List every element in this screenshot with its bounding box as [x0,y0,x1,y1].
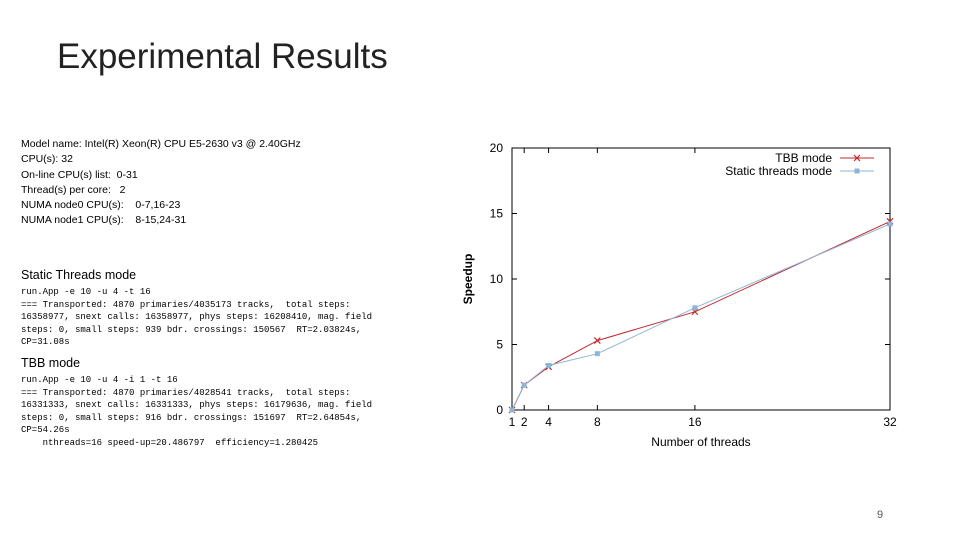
output-line: run.App -e 10 -u 4 -i 1 -t 16 [21,375,178,385]
output-line: run.App -e 10 -u 4 -t 16 [21,287,151,297]
series-static-threads-mode [509,221,893,413]
output-line: CP=31.08s [21,337,70,348]
x-tick-label: 2 [521,415,528,429]
static-mode-heading: Static Threads mode [21,268,137,282]
data-point-square-marker [594,351,600,357]
data-point-x-marker [853,154,861,162]
plot-frame [511,147,891,411]
spec-line: NUMA node1 CPU(s): 8-15,24-31 [21,214,187,227]
y-tick-label: 5 [496,338,503,352]
speedup-chart: 0 5 10 15 20 1 2 4 8 16 32 Number of threads Speedup… [461,141,897,449]
output-line: steps: 0, small steps: 916 bdr. crossing… [21,412,362,423]
y-tick-label: 10 [490,272,504,286]
data-point-square-marker [546,362,552,368]
x-tick-label: 32 [883,415,897,429]
cpu-specs: Model name: Intel(R) Xeon(R) CPU E5-2630… [21,137,301,229]
data-point-square-marker [854,168,860,174]
x-tick-label: 16 [688,415,702,429]
output-line: nthreads=16 speed-up=20.486797 efficienc… [21,437,319,448]
series-line [511,223,891,411]
output-line: steps: 0, small steps: 939 bdr. crossing… [21,324,362,335]
y-tick-label: 20 [490,141,504,155]
y-tick-label: 15 [490,207,504,221]
output-line: 16331333, snext calls: 16331333, phys st… [21,400,373,411]
tbb-mode-heading: TBB mode [21,356,81,370]
output-line: 16358977, snext calls: 16358977, phys st… [21,312,373,323]
slide-title: Experimental Results [57,37,388,76]
marker-stroke [853,154,861,162]
data-point-square-marker [692,305,698,311]
output-line: === Transported: 4870 primaries/4028541 … [21,387,351,398]
tbb-mode-output: run.App -e 10 -u 4 -i 1 -t 16 === Transp… [21,374,372,450]
marker-stroke [593,337,601,344]
x-axis-label: Number of threads [651,435,750,449]
series-line [511,220,891,411]
y-tick-label: 0 [496,403,503,417]
y-axis-label: Speedup [461,254,475,305]
spec-line: NUMA node0 CPU(s): 0-7,16-23 [21,199,181,212]
x-tick-label: 8 [594,415,601,429]
output-line: CP=54.26s [21,425,70,436]
legend-label: TBB mode [775,151,832,165]
spec-line: CPU(s): 32 [21,153,73,166]
spec-line: On-line CPU(s) list: 0-31 [21,168,138,181]
spec-line: Model name: Intel(R) Xeon(R) CPU E5-2630… [21,138,301,150]
page-number: 9 [877,509,884,521]
data-point-square-marker [887,221,893,227]
x-tick-label: 1 [509,415,516,429]
legend-label: Static threads mode [725,164,832,178]
data-point-square-marker [509,407,515,413]
static-mode-output: run.App -e 10 -u 4 -t 16 === Transported… [21,286,372,349]
data-point-x-marker [593,337,601,344]
data-point-square-marker [521,382,527,388]
spec-line: Thread(s) per core: 2 [21,183,126,196]
output-line: === Transported: 4870 primaries/4035173 … [21,299,351,310]
x-tick-label: 4 [545,415,552,429]
